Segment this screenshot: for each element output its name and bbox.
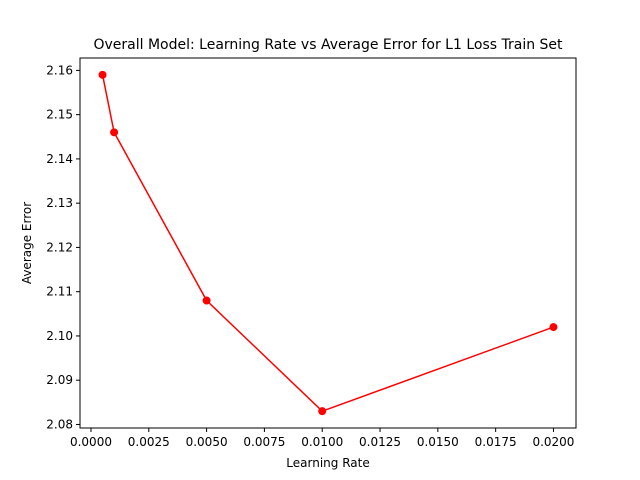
y-tick-label: 2.13 [46,196,73,210]
x-tick-label: 0.0150 [417,435,459,449]
y-tick-label: 2.14 [46,152,73,166]
y-tick-label: 2.10 [46,329,73,343]
x-tick-label: 0.0025 [128,435,170,449]
x-tick-label: 0.0100 [301,435,343,449]
y-axis: 2.08 2.09 2.10 2.11 2.12 2.13 2.14 2.15 2.16 [46,63,80,431]
y-tick-label: 2.12 [46,240,73,254]
y-tick-label: 2.11 [46,285,73,299]
series-layer [98,70,558,416]
x-axis: 0.0000 0.0025 0.0050 0.0075 0.0100 0.0125 0.01… [70,428,574,449]
x-tick-label: 0.0075 [243,435,285,449]
y-axis-label: Average Error [20,202,34,284]
y-tick-label: 2.09 [46,373,73,387]
y-tick-label: 2.15 [46,108,73,122]
x-tick-label: 0.0175 [475,435,517,449]
data-point [202,296,211,305]
x-tick-label: 0.0200 [532,435,574,449]
y-tick-label: 2.08 [46,417,73,431]
data-point [549,323,558,332]
x-tick-label: 0.0050 [186,435,228,449]
y-tick-label: 2.16 [46,63,73,77]
x-tick-label: 0.0125 [359,435,401,449]
data-point [110,128,119,137]
data-point [318,407,327,416]
x-axis-label: Learning Rate [286,456,369,470]
x-tick-label: 0.0000 [70,435,112,449]
plot-area [79,57,577,429]
chart-title: Overall Model: Learning Rate vs Average … [93,37,563,53]
data-point [98,70,107,79]
